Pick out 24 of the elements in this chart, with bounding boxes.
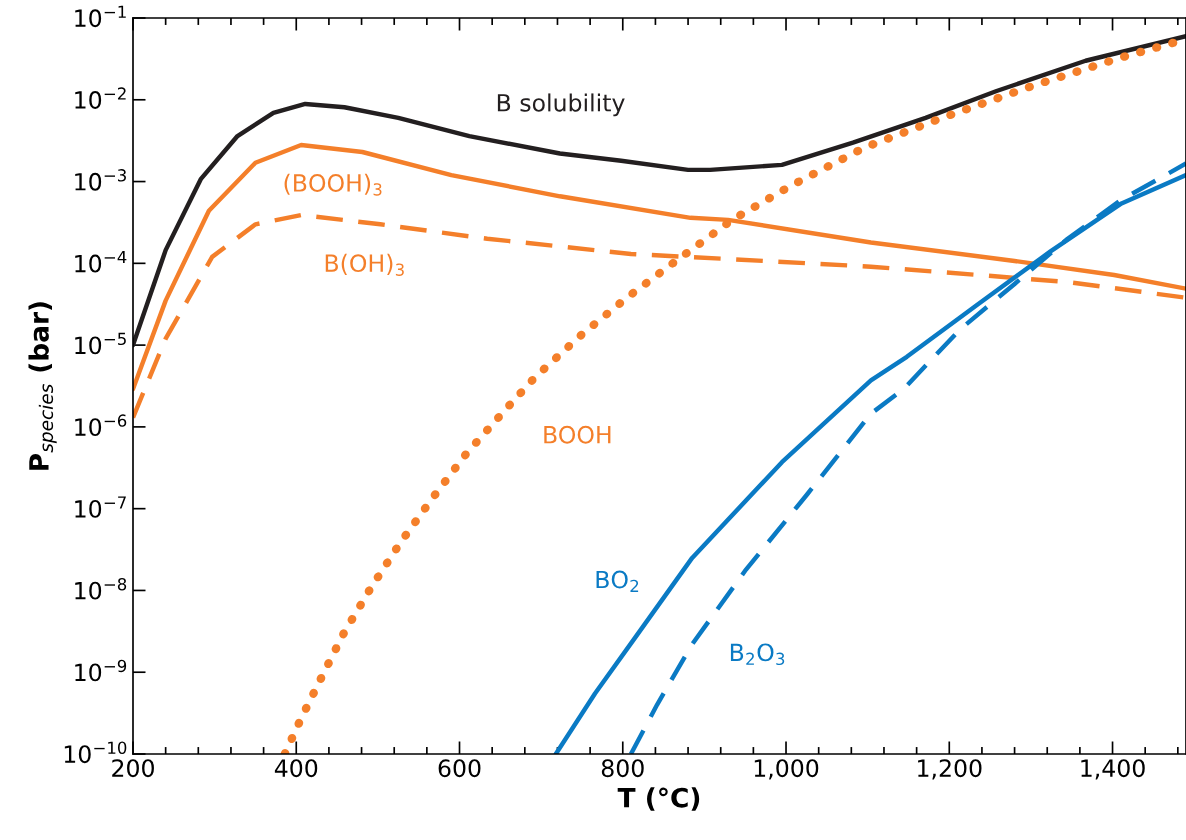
y-tick-label: 10$^{−4}$	[75, 251, 127, 273]
x-tick-label: 1,000	[754, 759, 819, 780]
x-tick-label: 1,200	[918, 759, 982, 780]
x-tick-label: 400	[274, 759, 318, 778]
y-tick-label: 10$^{−9}$	[75, 659, 127, 682]
x-tick-label: 600	[438, 759, 481, 778]
series-label: BOOH	[544, 425, 611, 444]
x-axis-title: T (°C)	[617, 787, 700, 811]
y-tick-label: 10$^{−1}$	[75, 5, 126, 28]
x-tick-label: 800	[601, 759, 644, 778]
series-label: B solubility	[497, 93, 625, 117]
series-label: B$_{2}$O$_{3}$	[730, 643, 785, 666]
y-tick-label: 10$^{−7}$	[75, 496, 126, 518]
y-tick-label: 10$^{−8}$	[75, 577, 127, 600]
series-label: BO$_{2}$	[596, 570, 639, 592]
y-tick-label: 10$^{−2}$	[75, 87, 126, 109]
line-series	[133, 33, 1186, 348]
y-axis-title: P$_{species}$ (bar)	[28, 302, 57, 470]
y-tick-label: 10$^{−3}$	[75, 169, 126, 191]
series-label: (BOOH)$_{3}$	[284, 173, 382, 196]
x-tick-label: 1,400	[1081, 759, 1145, 780]
series-label: B(OH)$_{3}$	[325, 253, 404, 276]
y-tick-label: 10$^{−6}$	[75, 414, 127, 437]
y-tick-label: 10$^{−5}$	[75, 332, 126, 355]
